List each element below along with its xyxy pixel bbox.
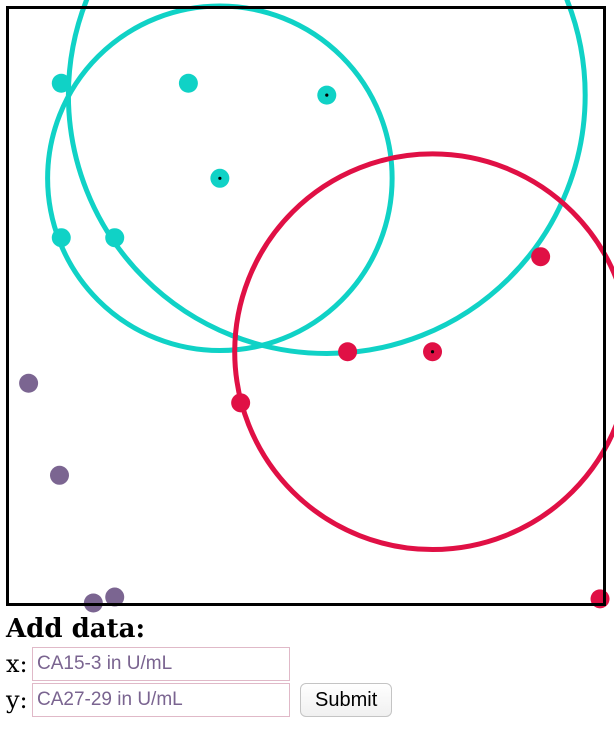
plot-frame <box>6 6 606 606</box>
plot-canvas[interactable] <box>6 0 614 613</box>
form-title: Add data: <box>6 614 146 644</box>
data-point-2-0[interactable] <box>19 373 39 393</box>
centroid-marker-1-0 <box>430 350 435 354</box>
centroid-marker-0-0 <box>325 93 329 97</box>
data-point-1-1[interactable] <box>338 342 358 362</box>
data-point-0-1[interactable] <box>178 73 198 93</box>
cluster-circle-1-0 <box>232 151 614 552</box>
data-point-2-2[interactable] <box>105 587 125 607</box>
data-point-0-0[interactable] <box>51 73 71 93</box>
data-point-0-4[interactable] <box>51 228 71 248</box>
y-input[interactable] <box>32 683 290 717</box>
data-point-0-5[interactable] <box>105 228 125 248</box>
add-data-form: Add data: x: y: Submit <box>6 612 606 718</box>
plot-layer <box>19 0 614 613</box>
data-point-1-3[interactable] <box>231 393 251 413</box>
data-point-1-0[interactable] <box>531 247 551 267</box>
x-input[interactable] <box>32 647 290 681</box>
scatter-plot[interactable] <box>6 0 614 613</box>
centroid-marker-0-1 <box>218 176 222 180</box>
cluster-circle-0-0 <box>65 0 588 356</box>
x-input-row: x: <box>6 646 606 682</box>
y-input-row: y: Submit <box>6 682 606 718</box>
y-label: y: <box>6 686 28 714</box>
data-point-2-1[interactable] <box>49 465 69 485</box>
x-label: x: <box>6 650 28 678</box>
submit-button[interactable]: Submit <box>300 683 393 717</box>
